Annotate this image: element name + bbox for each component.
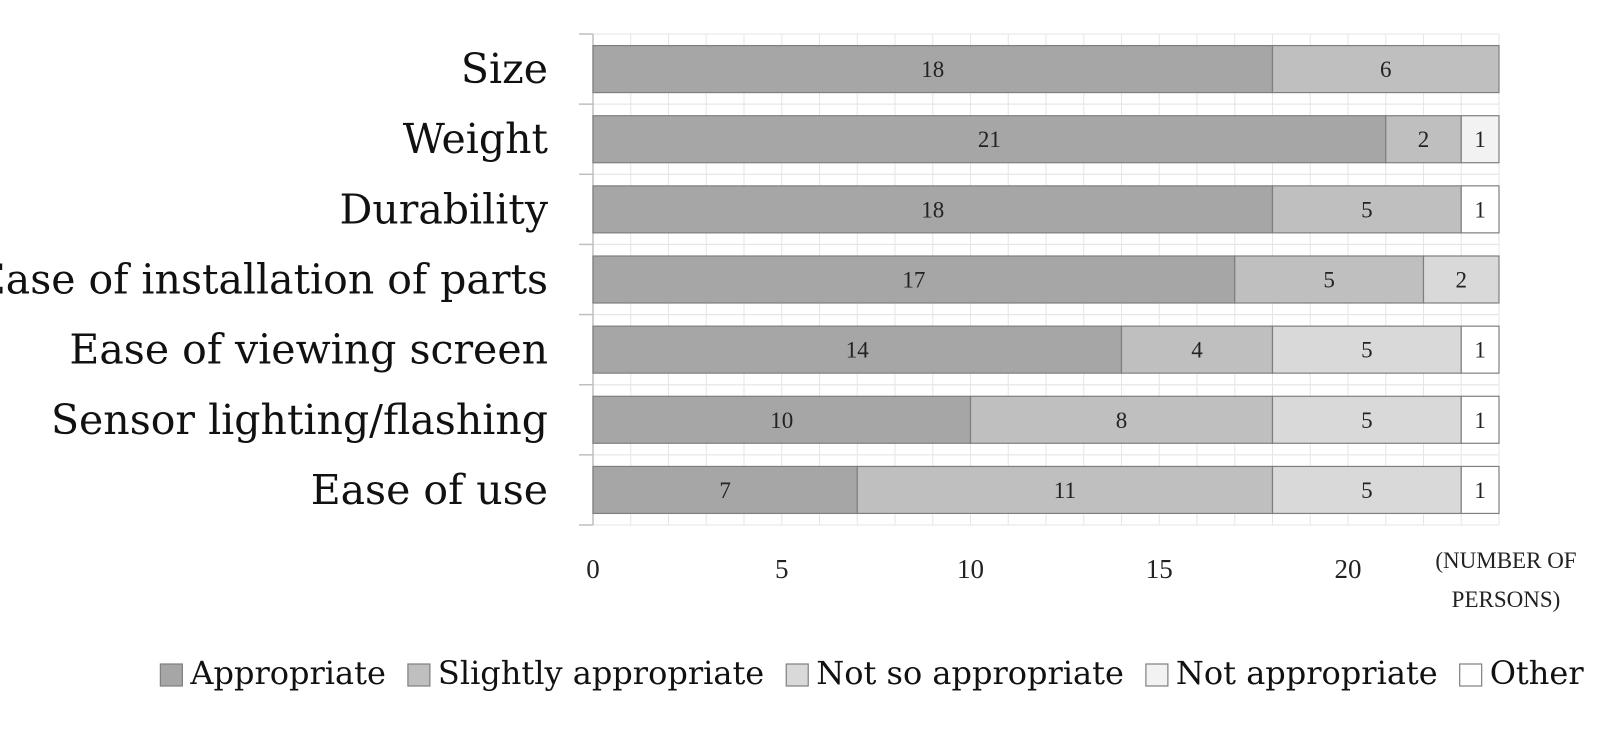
data-label: 5	[1361, 478, 1373, 503]
data-label: 7	[719, 478, 731, 503]
bar-segment	[1460, 325, 1500, 374]
bar-segment	[1271, 185, 1462, 234]
data-label: 1	[1474, 197, 1486, 222]
bar-segment	[1460, 395, 1500, 444]
x-tick-label: 0	[586, 554, 600, 584]
data-label: 18	[921, 197, 944, 222]
data-label: 17	[902, 268, 925, 293]
bar-segment	[969, 395, 1274, 444]
data-label: 1	[1474, 408, 1486, 433]
legend-swatch	[785, 663, 809, 687]
bar-segment	[1271, 465, 1462, 515]
category-label: Ease of viewing screen	[69, 326, 548, 374]
bar-segment	[1234, 255, 1425, 304]
data-label: 11	[1054, 478, 1076, 503]
category-label: Sensor lighting/flashing	[51, 396, 548, 444]
x-tick-label: 15	[1146, 554, 1173, 584]
category-label: Ease of installation of parts	[0, 256, 548, 304]
data-label: 2	[1456, 268, 1468, 293]
bar-segment	[592, 395, 972, 444]
data-label: 5	[1361, 197, 1373, 222]
legend-label: Slightly appropriate	[438, 654, 764, 692]
bar-layer	[592, 44, 1500, 515]
bar-segment	[1460, 115, 1500, 164]
x-axis-unit-label: (NUMBER OF	[1435, 548, 1576, 573]
legend-swatch	[407, 663, 431, 687]
bar-segment	[592, 44, 1274, 94]
data-label: 1	[1474, 338, 1486, 363]
data-label: 10	[770, 408, 793, 433]
bar-segment	[1120, 325, 1274, 374]
bar-segment	[1385, 115, 1462, 164]
legend-swatch	[1459, 663, 1483, 687]
x-tick-label: 20	[1335, 554, 1362, 584]
bar-segment	[1460, 185, 1500, 234]
data-label: 5	[1361, 338, 1373, 363]
legend: Appropriate Slightly appropriate Not so ap…	[159, 654, 1585, 692]
category-label: Durability	[339, 185, 548, 233]
bar-segment	[1460, 465, 1500, 515]
legend-label: Appropriate	[189, 654, 386, 692]
bar-segment	[1271, 44, 1500, 94]
bar-segment	[592, 115, 1387, 164]
data-label: 1	[1474, 478, 1486, 503]
x-tick-label: 5	[775, 554, 789, 584]
data-label: 21	[978, 127, 1001, 152]
category-label: Weight	[403, 115, 549, 163]
legend-swatch	[1145, 663, 1169, 687]
legend-label: Not so appropriate	[816, 654, 1124, 692]
data-label: 2	[1418, 127, 1430, 152]
category-label: Size	[461, 45, 548, 93]
bar-segment	[592, 255, 1236, 304]
x-tick-label: 10	[957, 554, 984, 584]
legend-swatch	[159, 663, 183, 687]
legend-label: Not appropriate	[1176, 654, 1438, 692]
data-label: 5	[1323, 268, 1335, 293]
data-label: 6	[1380, 57, 1392, 82]
legend-label: Other	[1490, 654, 1585, 692]
category-label: Ease of use	[311, 466, 548, 514]
bar-segment	[592, 465, 858, 515]
data-label: 4	[1191, 338, 1203, 363]
data-label: 8	[1116, 408, 1128, 433]
data-label: 1	[1474, 127, 1486, 152]
bar-segment	[592, 185, 1274, 234]
data-label: 5	[1361, 408, 1373, 433]
data-label: 14	[846, 338, 870, 363]
x-axis-unit-label: PERSONS)	[1452, 587, 1561, 612]
bar-segment	[1422, 255, 1500, 304]
data-label: 18	[921, 57, 944, 82]
